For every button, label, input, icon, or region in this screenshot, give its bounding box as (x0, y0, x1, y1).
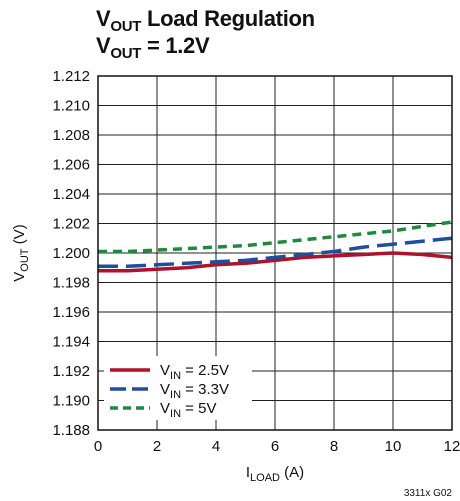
y-tick-label-6: 1.200 (52, 245, 90, 262)
y-axis-label: VOUT (V) (11, 224, 31, 281)
chart-title-line2: VOUT = 1.2V (96, 33, 210, 67)
series-line-0 (98, 251, 453, 273)
series-layer (98, 220, 453, 273)
x-tick-label-4: 8 (330, 438, 338, 455)
x-tick-label-0: 0 (94, 438, 102, 455)
plot-frame (97, 75, 453, 431)
y-tick-label-5: 1.198 (52, 275, 90, 292)
x-tick-label-6: 12 (444, 438, 460, 455)
legend-label-1: VIN = 3.3V (160, 381, 229, 401)
title-line1-main: V (96, 6, 111, 31)
title-line1-subscript: OUT (110, 18, 142, 35)
y-tick-label-7: 1.202 (52, 216, 90, 233)
title-line2-subscript: OUT (110, 45, 142, 62)
x-tick-labels: 0 2 4 6 8 10 12 (94, 438, 460, 455)
y-tick-label-0: 1.188 (52, 422, 90, 439)
title-line1-rest: Load Regulation (141, 6, 315, 31)
chart-title-line1: VOUT Load Regulation (96, 6, 315, 40)
legend-label-2: VIN = 5V (160, 400, 216, 420)
x-tick-label-1: 2 (153, 438, 161, 455)
y-tick-label-11: 1.210 (52, 98, 90, 115)
title-line2-main: V (96, 33, 111, 58)
y-tick-labels: 1.188 1.190 1.192 1.194 1.196 1.198 1.200 1.202… (52, 68, 90, 439)
legend-label-0: VIN = 2.5V (160, 362, 229, 382)
y-tick-label-3: 1.194 (52, 334, 90, 351)
y-tick-label-8: 1.204 (52, 186, 90, 203)
y-tick-label-9: 1.206 (52, 157, 90, 174)
x-tick-label-3: 6 (271, 438, 279, 455)
figure-id: 3311x G02 (404, 488, 453, 499)
title-line2-rest: = 1.2V (141, 33, 210, 58)
y-tick-label-1: 1.190 (52, 393, 90, 410)
x-axis-label: ILOAD (A) (246, 464, 304, 484)
y-tick-label-12: 1.212 (52, 68, 90, 85)
x-tick-label-5: 10 (385, 438, 402, 455)
series-line-1 (98, 236, 453, 269)
x-tick-label-2: 4 (212, 438, 220, 455)
y-tick-label-2: 1.192 (52, 363, 90, 380)
y-tick-label-10: 1.208 (52, 127, 90, 144)
y-tick-label-4: 1.196 (52, 304, 90, 321)
